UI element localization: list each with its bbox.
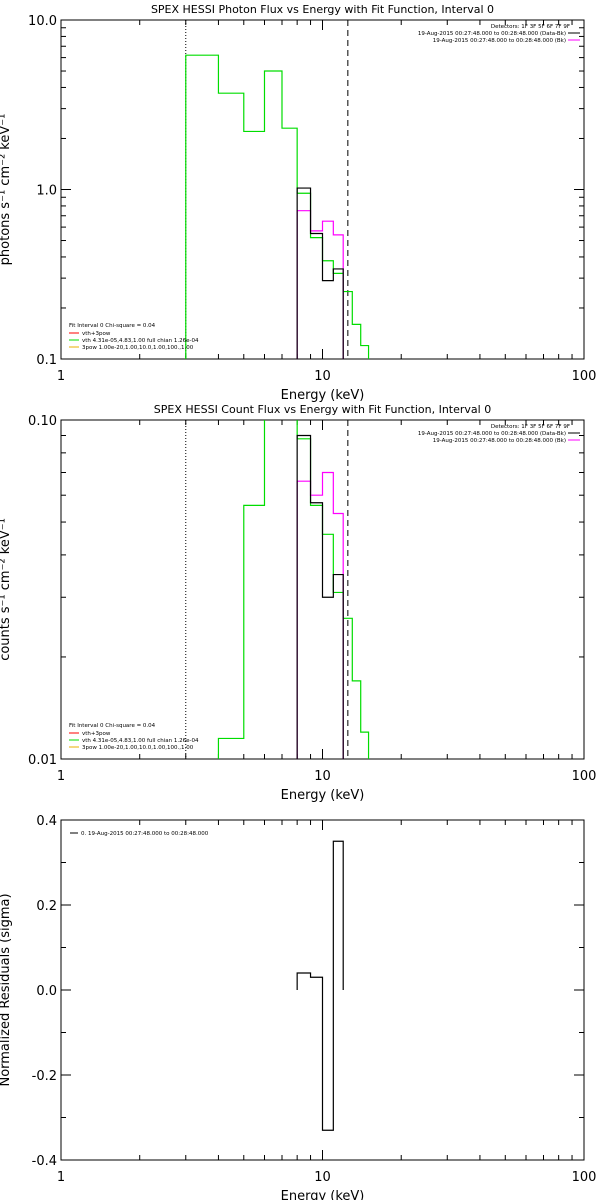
x-tick-label: 1 [57, 769, 65, 784]
fit-legend-header: Fit Interval 0 Chi-square = 0.04 [69, 323, 156, 329]
data-legend-label: 19-Aug-2015 00:27:48.000 to 00:28:48.000… [418, 31, 566, 37]
fit-legend-label: vth 4.31e-05,4.83,1.00 full chian 1.26e-… [82, 738, 199, 744]
y-tick-label: 0.10 [28, 414, 57, 429]
series-vth [217, 420, 370, 759]
chart-panel-1: 1 10 100 0.1 1.0 10.0 SPEX HESSI Photon Flux v… [0, 3, 597, 403]
y-tick-label: 10.0 [28, 14, 57, 29]
y-tick-label: 0.01 [28, 753, 57, 768]
series-bk [296, 471, 344, 759]
x-tick-label: 100 [572, 369, 597, 384]
fit-legend-label: vth+3pow [82, 731, 111, 737]
x-axis-label: Energy (keV) [281, 1189, 365, 1200]
plot-area [185, 20, 370, 359]
x-tick-label: 10 [314, 769, 331, 784]
series-data-bk [296, 187, 344, 359]
y-tick-label: 1.0 [36, 184, 57, 199]
series-vth [185, 54, 370, 359]
x-tick-label: 10 [314, 1170, 331, 1185]
fit-legend-label: vth 4.31e-05,4.83,1.00 full chian 1.26e-… [82, 338, 199, 344]
y-axis-label: Normalized Residuals (sigma) [0, 893, 13, 1086]
fit-legend-header: Fit Interval 0 Chi-square = 0.04 [69, 723, 156, 729]
chart-panel-2: 1 10 100 0.01 0.10 SPEX HESSI Count Flux vs E… [0, 403, 597, 803]
y-tick-label: -0.2 [32, 1069, 57, 1084]
fit-legend-label: 3pow 1.00e-20,1.00,10.0,1.00,100.,1.00 [82, 745, 194, 751]
x-tick-label: 1 [57, 369, 65, 384]
fit-legend-label: vth+3pow [82, 331, 111, 337]
detectors-text: Detectors: 1F 3F 5F 6F 7F 9F [491, 424, 570, 430]
data-legend-label: 19-Aug-2015 00:27:48.000 to 00:28:48.000… [433, 38, 566, 44]
chart-title: SPEX HESSI Count Flux vs Energy with Fit… [154, 403, 491, 416]
detectors-text: Detectors: 1F 3F 5F 6F 7F 9F [491, 24, 570, 30]
x-tick-label: 100 [572, 769, 597, 784]
y-axis-label: counts s⁻¹ cm⁻² keV⁻¹ [0, 518, 13, 661]
x-axis-label: Energy (keV) [281, 388, 365, 403]
plot-frame [60, 19, 585, 360]
chart-panel-3: 1 10 100 -0.4 -0.2 0.0 0.2 0.4 Energy (keV) Norma… [0, 814, 596, 1200]
series-residuals [296, 840, 344, 1131]
series-bk [296, 210, 344, 359]
x-tick-label: 100 [572, 1170, 597, 1185]
chart-title: SPEX HESSI Photon Flux vs Energy with Fi… [151, 3, 494, 16]
y-axis-label: photons s⁻¹ cm⁻² keV⁻¹ [0, 114, 13, 266]
x-axis-label: Energy (keV) [281, 788, 365, 803]
y-tick-label: 0.2 [36, 899, 57, 914]
x-tick-label: 1 [57, 1170, 65, 1185]
plot-area [296, 840, 344, 1131]
residual-legend-label: 0. 19-Aug-2015 00:27:48.000 to 00:28:48.… [81, 831, 209, 837]
x-tick-label: 10 [314, 369, 331, 384]
y-tick-label: 0.1 [36, 353, 57, 368]
y-tick-label: 0.0 [36, 984, 57, 999]
data-legend-label: 19-Aug-2015 00:27:48.000 to 00:28:48.000… [433, 438, 566, 444]
data-legend-label: 19-Aug-2015 00:27:48.000 to 00:28:48.000… [418, 431, 566, 437]
plot-area [185, 420, 370, 759]
fit-legend-label: 3pow 1.00e-20,1.00,10.0,1.00,100.,1.00 [82, 345, 194, 351]
y-tick-label: 0.4 [36, 814, 57, 829]
y-tick-label: -0.4 [32, 1154, 57, 1169]
series-data-bk [296, 434, 344, 759]
